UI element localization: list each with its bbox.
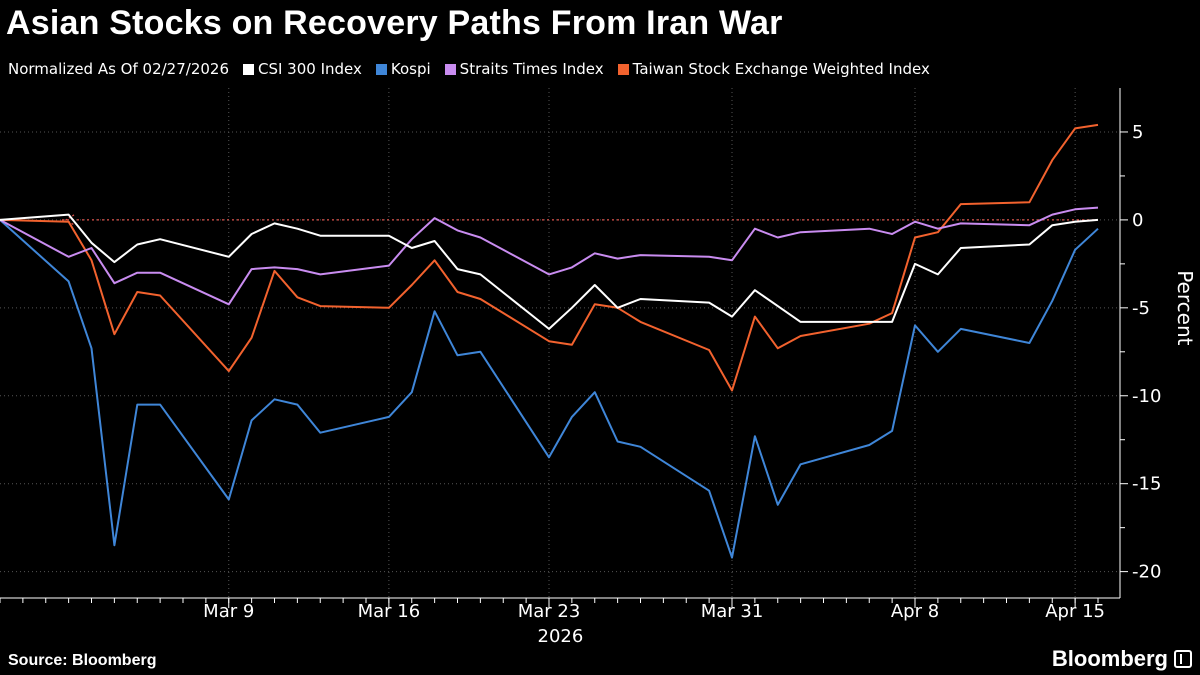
y-tick-label: 0: [1132, 210, 1143, 231]
series-line-csi: [0, 213, 1099, 330]
x-tick-label: Apr 15: [1045, 601, 1105, 622]
legend: Normalized As Of 02/27/2026 CSI 300 Inde…: [8, 60, 930, 78]
legend-label-sti: Straits Times Index: [459, 60, 604, 78]
legend-label-kospi: Kospi: [390, 60, 431, 78]
y-tick-label: 5: [1132, 122, 1143, 143]
chart-title: Asian Stocks on Recovery Paths From Iran…: [6, 4, 783, 42]
legend-swatch-csi: [243, 63, 254, 75]
reference-arrow-icon: [64, 214, 75, 226]
x-tick-label: Mar 16: [358, 601, 421, 622]
legend-item-sti: Straits Times Index: [444, 60, 604, 78]
legend-label-csi: CSI 300 Index: [258, 60, 362, 78]
x-tick-label: Mar 9: [203, 601, 254, 622]
x-tick-label: Mar 23: [518, 601, 581, 622]
x-axis: Mar 9 Mar 16 Mar 23 Mar 31 Apr 8 Apr 15: [0, 597, 1120, 622]
legend-item-twse: Taiwan Stock Exchange Weighted Index: [617, 60, 930, 78]
year-label: 2026: [538, 626, 584, 647]
legend-item-csi: CSI 300 Index: [243, 60, 362, 78]
y-tick-label: -15: [1132, 474, 1161, 495]
y-axis: 5 0 -5 -10 -15 -20: [1119, 88, 1161, 598]
series-line-kospi: [0, 219, 1099, 559]
brand-logo: Bloomberg: [1051, 646, 1168, 671]
legend-item-kospi: Kospi: [375, 60, 431, 78]
legend-swatch-twse: [617, 63, 629, 75]
y-tick-label: -5: [1132, 298, 1150, 319]
x-tick-label: Apr 8: [891, 601, 939, 622]
y-axis-label: Percent: [1173, 270, 1197, 345]
bloomberg-terminal-icon: [1174, 650, 1192, 668]
legend-swatch-sti: [444, 63, 456, 75]
legend-swatch-kospi: [375, 63, 387, 75]
legend-note: Normalized As Of 02/27/2026: [8, 60, 229, 78]
y-tick-label: -10: [1132, 386, 1161, 407]
x-tick-label: Mar 31: [701, 601, 764, 622]
grid: [0, 88, 1120, 598]
series-line-sti: [0, 206, 1099, 306]
y-tick-label: -20: [1132, 562, 1161, 583]
series-line-twse: [0, 123, 1099, 392]
legend-label-twse: Taiwan Stock Exchange Weighted Index: [632, 60, 930, 78]
series-lines: [0, 123, 1099, 559]
source-note: Source: Bloomberg: [8, 652, 157, 669]
